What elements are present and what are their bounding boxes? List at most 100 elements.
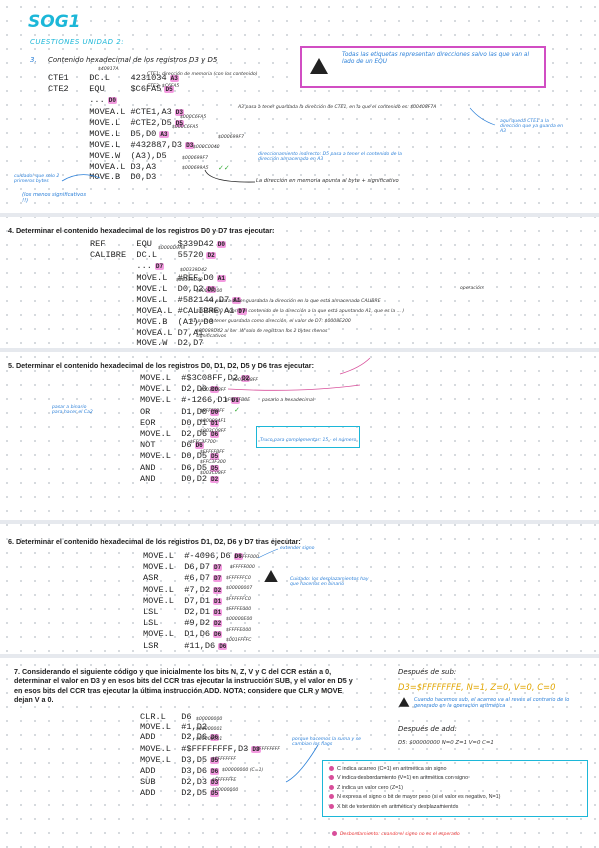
q7-register-highlight: D5	[210, 756, 220, 764]
legend-item: Z indica un valor cero (Z=1)	[329, 784, 581, 793]
q7-note-line5: $FFFFFFFF	[212, 757, 237, 762]
q5-note-left: pasar a binario para hacer el Ca2	[52, 405, 93, 415]
q5-register-highlight: D5	[210, 464, 220, 472]
q6-code-line: MOVE.L D1,D6 D6	[143, 629, 243, 640]
q3-code-text: ...	[48, 95, 105, 106]
q3-note-line3: $000C6FA5	[172, 125, 199, 130]
q4-register-highlight: D7	[237, 308, 247, 316]
legend-bullet	[329, 766, 334, 772]
q3-note-right: aquí queda CTE1 a la dirección que ya gu…	[500, 119, 563, 134]
q5-note-line8: $FFFFFBFF	[200, 450, 225, 455]
q4-note-top: $0000D9A8	[158, 246, 186, 251]
q4-register-highlight: D7	[154, 263, 165, 271]
warning-icon	[264, 570, 278, 582]
q3-note-line6: $000699F7	[182, 156, 209, 161]
q7-code-text: CLR.L D6	[140, 712, 192, 722]
q7-code-text: ADD D3,D6	[140, 766, 208, 777]
q3-code-line: MOVE.B D0,D3	[48, 172, 194, 182]
q7-code-line: MOVE.L #1,D2	[140, 722, 261, 732]
q4-register-highlight: A1	[232, 297, 242, 305]
q5-register-highlight: D2	[241, 375, 251, 382]
q5-code-text: MOVE.L #$3C08FF,D2	[140, 373, 238, 383]
q6-note-line5: $FFFFFFC0	[226, 597, 251, 602]
q6-note-line6: $FFFFE000	[226, 607, 252, 612]
q4-code-line: REF EQU $339D42 D0	[90, 239, 247, 250]
q4-code-line: MOVE.L #582144,D7 A1	[90, 295, 247, 306]
q7-register-highlight: D6	[210, 734, 220, 742]
q5-code-text: NOT D6	[140, 440, 192, 451]
q4-code-line: MOVEA.L D7,A1	[90, 328, 247, 338]
q4-register-highlight: D0	[206, 285, 216, 293]
q7-code-text: MOVE.L #1,D2	[140, 722, 208, 733]
q7-footer-note: Desbordamiento: cuando el signo no es el…	[332, 831, 460, 837]
q5-code-line: MOVE.L #-1266,D1 D1	[140, 395, 250, 406]
legend-bullet	[332, 831, 337, 836]
q3-code-line: MOVE.L D5,D0 A3	[48, 129, 194, 140]
q7-code-text: ADD D2,D5	[140, 788, 208, 799]
q4-code-text: MOVE.L #582144,D7	[90, 295, 230, 306]
q6-code-text: MOVE.L D7,D1	[143, 595, 211, 606]
q4-note-line5: $00339D00 (agarra el contenido de la dir…	[196, 309, 405, 314]
legend-item: C indica acarreo (C=1) en aritmética sin…	[329, 765, 581, 774]
q4-heading: 4. Determinar el contenido hexadecimal d…	[8, 226, 275, 235]
q3-note-byte: La dirección en memoria apunta al byte +…	[256, 178, 399, 184]
q4-note-line4: A1 pasa a tener guardada la dirección en…	[208, 299, 381, 304]
q6-note-line9: $001FFFFC	[226, 638, 252, 643]
q7-note-line4: $FFFFFFFF	[256, 747, 281, 752]
q3-note-cte1: CTE1: dirección de memoria (con los cont…	[147, 72, 258, 77]
legend-item: N expresa el signo o bit de mayor peso (…	[329, 793, 581, 802]
q3-note-cte2: CTE2: $C6FA5	[147, 84, 179, 89]
q3-note-left: cuidado! que solo 2 primeros bytes	[14, 174, 60, 184]
q6-note-line8: $FFFFE000	[226, 628, 252, 633]
q5-note-line3: $FFFFFB0E	[225, 398, 251, 403]
q4-note-calc: operación:	[460, 286, 485, 291]
q5-code-line: MOVE.L D2,D6 D6	[140, 429, 250, 440]
q6-code-line: LSL D2,D1 D1	[143, 607, 243, 618]
q6-note-line3: $FFFFFFC0	[226, 576, 251, 581]
q3-code-line: MOVEA.L #CTE1,A3 D3	[48, 107, 194, 118]
q3-register-highlight: A3	[169, 75, 179, 82]
q4-note-line2: $00339D42	[176, 278, 203, 283]
q5-code-line: NOT D6 D6	[140, 440, 250, 451]
q3-warning-text: Todas las etiquetas representan direccio…	[342, 52, 530, 65]
q6-code-text: MOVE.L D1,D6	[143, 629, 211, 640]
q7-note-line2: $00000001	[196, 727, 223, 732]
q7-register-highlight: D3	[251, 745, 261, 753]
q7-code-line: ADD D2,D6 D6	[140, 732, 261, 743]
q6-register-highlight: D6	[213, 631, 223, 639]
q6-code-text: MOVE.L #7,D2	[143, 584, 211, 595]
q5-code-line: MOVE.L D0,D5 D5	[140, 451, 250, 462]
q7-code-text: SUB D2,D3	[140, 777, 208, 788]
q5-note-line9: $FFC3F300	[200, 460, 226, 465]
q4-code-line: CALIBRE DC.L 55720 D2	[90, 250, 247, 261]
q7-after-add-value: D5: $00000000 N=0 Z=1 V=0 C=1	[398, 740, 494, 746]
q7-code-line: SUB D2,D3 D3	[140, 777, 261, 788]
q7-after-sub-warn: Cuando hacemos sub, el acarreo va al rev…	[414, 697, 570, 709]
q7-code-line: ADD D2,D5 D5	[140, 788, 261, 799]
q6-note-warn: Cuidado: los desplazamientos hay que hac…	[290, 577, 369, 587]
q7-note-line1: $00000000	[196, 717, 223, 722]
q3-code-text: MOVE.B D0,D3	[48, 171, 157, 182]
q3-register-highlight: D3	[185, 142, 195, 150]
q4-code-line: MOVEA.L #CALIBRE,A1 D7	[90, 306, 247, 317]
q4-note-line6: A1 pasa a tener guardada como dirección,…	[190, 319, 351, 324]
section-divider	[0, 348, 599, 352]
q6-register-highlight: D7	[213, 564, 223, 572]
q4-register-highlight: D0	[216, 241, 226, 248]
q3-code-text: MOVE.L #CTE2,D5	[48, 117, 172, 128]
legend-bullet	[329, 794, 334, 800]
q3-code-text: MOVEA.L #CTE1,A3	[48, 106, 172, 117]
q4-register-highlight: A1	[216, 274, 226, 282]
q4-code-line: MOVE.W D2,D7	[90, 338, 247, 348]
q6-code-text: LSR #11,D6	[143, 640, 216, 651]
q5-trick-text: Truco para complementar: 15 - el número	[260, 438, 357, 443]
q4-code-text: MOVEA.L D7,A1	[90, 327, 204, 338]
q5-register-highlight: D0	[210, 408, 220, 416]
legend-text: V indica desbordamiento (V=1) en aritmét…	[337, 775, 469, 782]
section-divider	[0, 654, 599, 658]
q3-note-leftb: (los menos significativos !!)	[22, 192, 87, 204]
q3-code-line: MOVE.W (A3),D5	[48, 151, 194, 161]
q5-code-line: OR D1,D0 D0	[140, 407, 250, 418]
q4-note-line7: $00089D42 al ser .W solo se registran lo…	[196, 329, 328, 339]
legend-text: C indica acarreo (C=1) en aritmética sin…	[337, 766, 447, 772]
